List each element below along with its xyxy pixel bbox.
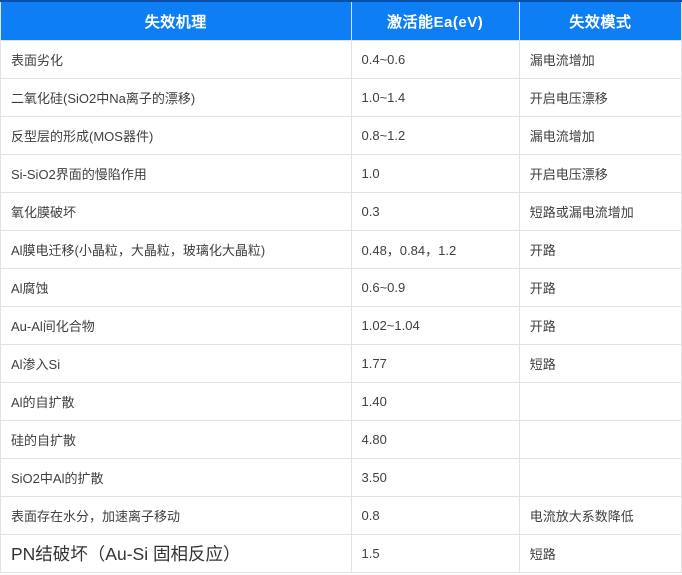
cell-mechanism: Al腐蚀	[0, 268, 351, 307]
table-row: Si-SiO2界面的慢陷作用 1.0 开启电压漂移	[0, 154, 682, 193]
cell-mechanism: 表面劣化	[0, 40, 351, 79]
cell-mechanism: Al膜电迁移(小晶粒，大晶粒，玻璃化大晶粒)	[0, 230, 351, 269]
table-row: 二氧化硅(SiO2中Na离子的漂移) 1.0~1.4 开启电压漂移	[0, 78, 682, 117]
table-row: 反型层的形成(MOS器件) 0.8~1.2 漏电流增加	[0, 116, 682, 155]
cell-failure-mode: 漏电流增加	[518, 40, 682, 79]
cell-failure-mode	[518, 382, 682, 421]
cell-failure-mode: 短路	[518, 344, 682, 383]
cell-mechanism: 硅的自扩散	[0, 420, 351, 459]
table-row: Au-Al间化合物 1.02~1.04 开路	[0, 306, 682, 345]
header-cell-mechanism: 失效机理	[0, 0, 351, 41]
cell-failure-mode: 开启电压漂移	[518, 78, 682, 117]
cell-activation-energy: 0.48，0.84，1.2	[350, 230, 520, 269]
cell-activation-energy: 1.0	[350, 154, 520, 193]
table-row: PN结破坏（Au-Si 固相反应） 1.5 短路	[0, 534, 682, 573]
cell-mechanism: Au-Al间化合物	[0, 306, 351, 345]
table-row: Al渗入Si 1.77 短路	[0, 344, 682, 383]
header-cell-activation-energy: 激活能Ea(eV)	[350, 0, 520, 41]
table-row: 表面存在水分，加速离子移动 0.8 电流放大系数降低	[0, 496, 682, 535]
table-row: Al膜电迁移(小晶粒，大晶粒，玻璃化大晶粒) 0.48，0.84，1.2 开路	[0, 230, 682, 269]
cell-failure-mode: 开启电压漂移	[518, 154, 682, 193]
cell-mechanism: PN结破坏（Au-Si 固相反应）	[0, 534, 351, 573]
table-row: SiO2中Al的扩散 3.50	[0, 458, 682, 497]
cell-activation-energy: 1.5	[350, 534, 520, 573]
cell-activation-energy: 1.77	[350, 344, 520, 383]
cell-mechanism: 氧化膜破坏	[0, 192, 351, 231]
cell-failure-mode: 开路	[518, 306, 682, 345]
table-row: 硅的自扩散 4.80	[0, 420, 682, 459]
header-cell-failure-mode: 失效模式	[518, 0, 682, 41]
cell-activation-energy: 1.40	[350, 382, 520, 421]
cell-activation-energy: 0.3	[350, 192, 520, 231]
table-row: 表面劣化 0.4~0.6 漏电流增加	[0, 40, 682, 79]
table-row: Al腐蚀 0.6~0.9 开路	[0, 268, 682, 307]
cell-failure-mode: 漏电流增加	[518, 116, 682, 155]
cell-failure-mode: 开路	[518, 268, 682, 307]
table-header-row: 失效机理 激活能Ea(eV) 失效模式	[0, 0, 682, 41]
cell-activation-energy: 0.8	[350, 496, 520, 535]
cell-activation-energy: 0.4~0.6	[350, 40, 520, 79]
cell-mechanism: 二氧化硅(SiO2中Na离子的漂移)	[0, 78, 351, 117]
cell-activation-energy: 1.02~1.04	[350, 306, 520, 345]
cell-activation-energy: 3.50	[350, 458, 520, 497]
cell-mechanism: Al渗入Si	[0, 344, 351, 383]
cell-activation-energy: 4.80	[350, 420, 520, 459]
table-row: 氧化膜破坏 0.3 短路或漏电流增加	[0, 192, 682, 231]
cell-failure-mode	[518, 420, 682, 459]
cell-mechanism: Si-SiO2界面的慢陷作用	[0, 154, 351, 193]
cell-activation-energy: 0.6~0.9	[350, 268, 520, 307]
cell-activation-energy: 1.0~1.4	[350, 78, 520, 117]
cell-failure-mode	[518, 458, 682, 497]
cell-activation-energy: 0.8~1.2	[350, 116, 520, 155]
cell-failure-mode: 开路	[518, 230, 682, 269]
cell-failure-mode: 电流放大系数降低	[518, 496, 682, 535]
cell-mechanism: 反型层的形成(MOS器件)	[0, 116, 351, 155]
table-row: Al的自扩散 1.40	[0, 382, 682, 421]
cell-mechanism: Al的自扩散	[0, 382, 351, 421]
cell-mechanism: SiO2中Al的扩散	[0, 458, 351, 497]
cell-failure-mode: 短路或漏电流增加	[518, 192, 682, 231]
cell-failure-mode: 短路	[518, 534, 682, 573]
cell-mechanism: 表面存在水分，加速离子移动	[0, 496, 351, 535]
